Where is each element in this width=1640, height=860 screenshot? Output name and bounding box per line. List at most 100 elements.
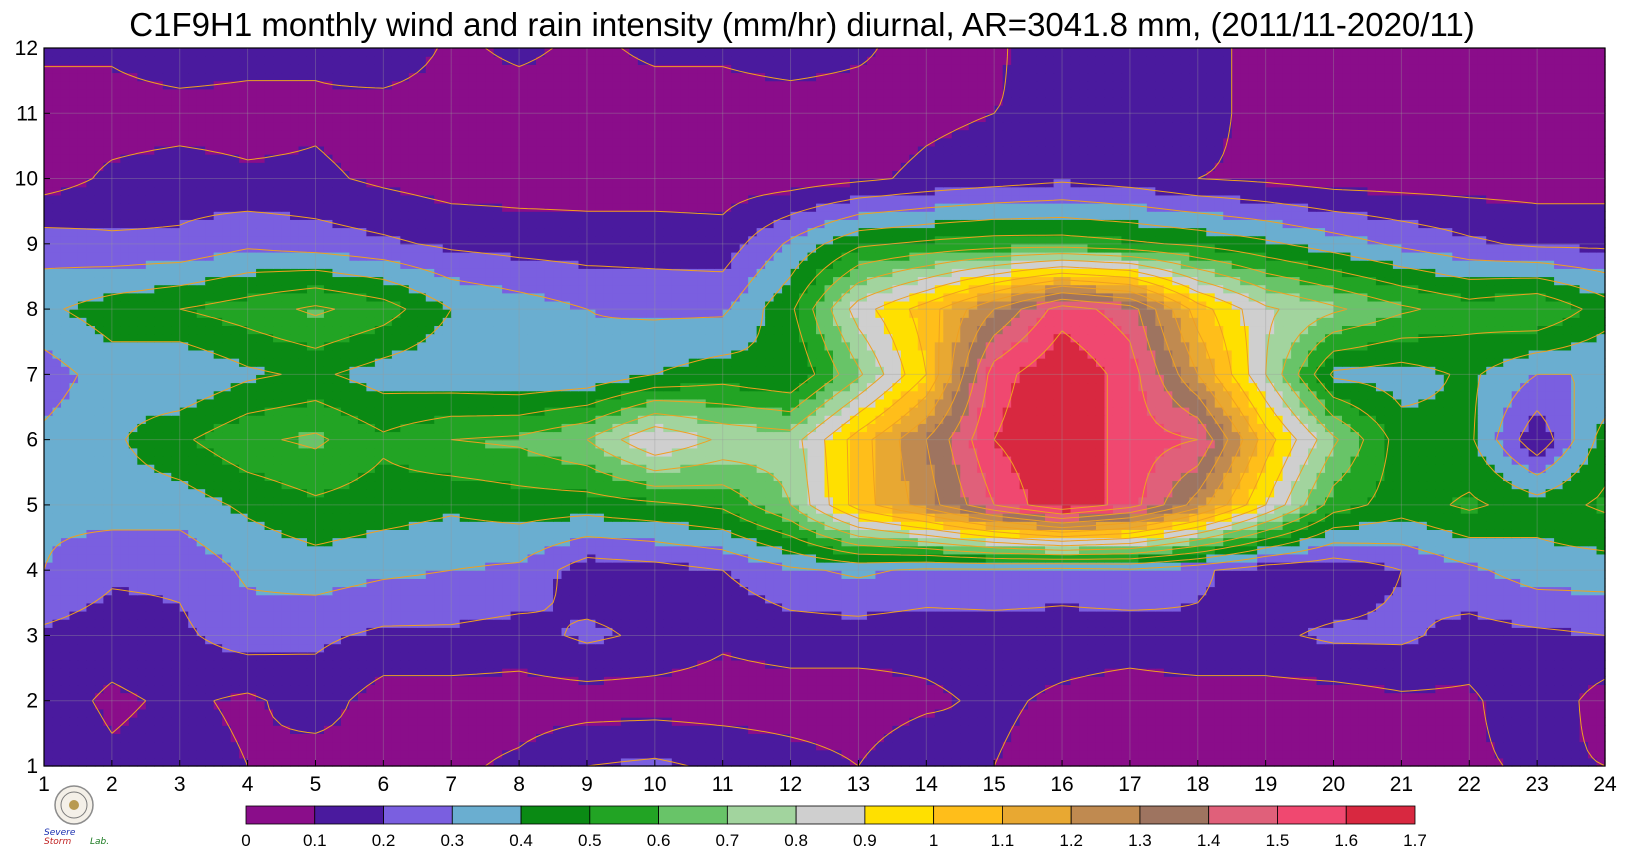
heatmap-cell [120, 553, 130, 563]
heatmap-cell [281, 733, 291, 743]
heatmap-cell [1045, 570, 1055, 579]
heatmap-cell [179, 757, 189, 767]
heatmap-cell [1155, 676, 1165, 686]
heatmap-cell [1180, 692, 1190, 702]
heatmap-cell [77, 684, 88, 694]
heatmap-cell [1079, 692, 1089, 702]
heatmap-cell [1138, 610, 1148, 620]
heatmap-cell [1274, 741, 1284, 751]
heatmap-cell [213, 749, 223, 759]
heatmap-cell [179, 627, 189, 637]
heatmap-cell [1112, 627, 1123, 637]
heatmap-cell [1248, 643, 1258, 653]
heatmap-cell [1172, 578, 1182, 588]
heatmap-cell [1189, 643, 1199, 653]
heatmap-cell [697, 586, 707, 596]
heatmap-cell [1248, 635, 1258, 645]
heatmap-cell [1520, 733, 1530, 743]
heatmap-cell [1409, 627, 1419, 637]
heatmap-cell [951, 676, 961, 686]
heatmap-cell [544, 627, 554, 637]
heatmap-cell [69, 668, 79, 677]
heatmap-cell [1418, 562, 1428, 571]
heatmap-cell [586, 757, 597, 767]
heatmap-cell [1189, 602, 1199, 612]
heatmap-cell [273, 643, 283, 653]
heatmap-cell [748, 602, 758, 612]
heatmap-cell [247, 741, 257, 751]
heatmap-cell [1129, 708, 1139, 718]
heatmap-cell [841, 749, 851, 759]
heatmap-cell [1562, 708, 1572, 718]
heatmap-cell [1528, 692, 1538, 702]
heatmap-cell [357, 692, 367, 702]
heatmap-cell [1554, 610, 1564, 620]
heatmap-cell [502, 676, 512, 686]
heatmap-cell [1545, 578, 1555, 588]
heatmap-cell [866, 700, 876, 710]
heatmap-cell [52, 578, 62, 588]
heatmap-cell [1384, 578, 1394, 588]
heatmap-cell [1392, 594, 1402, 604]
heatmap-cell [1316, 578, 1326, 588]
heatmap-cell [1460, 594, 1470, 604]
heatmap-cell [1274, 700, 1284, 710]
heatmap-cell [179, 635, 189, 645]
heatmap-cell [782, 635, 792, 645]
heatmap-cell [960, 627, 970, 637]
heatmap-cell [103, 545, 113, 555]
heatmap-cell [883, 635, 893, 645]
heatmap-cell [569, 684, 580, 694]
heatmap-cell [994, 749, 1004, 759]
heatmap-cell [629, 733, 639, 743]
heatmap-cell [459, 741, 469, 751]
heatmap-cell [1503, 684, 1513, 694]
heatmap-cell [222, 741, 232, 751]
heatmap-cell [1537, 594, 1547, 604]
heatmap-cell [816, 708, 826, 718]
heatmap-cell [1129, 578, 1139, 588]
heatmap-cell [222, 602, 232, 612]
heatmap-cell [1282, 757, 1292, 767]
heatmap-cell [900, 700, 910, 710]
heatmap-cell [1579, 562, 1589, 571]
heatmap-cell [824, 659, 834, 669]
heatmap-cell [807, 741, 817, 751]
heatmap-cell [926, 562, 936, 571]
heatmap-cell [349, 553, 359, 563]
heatmap-cell [1146, 602, 1156, 612]
heatmap-cell [1452, 570, 1462, 579]
heatmap-cell [654, 562, 664, 571]
heatmap-cell [1486, 659, 1496, 669]
heatmap-cell [629, 602, 639, 612]
heatmap-cell [1418, 668, 1428, 677]
heatmap-cell [1265, 570, 1275, 579]
heatmap-cell [561, 684, 571, 694]
heatmap-cell [213, 619, 223, 628]
heatmap-cell [773, 635, 783, 645]
heatmap-cell [1333, 757, 1343, 767]
heatmap-cell [1511, 676, 1521, 686]
heatmap-cell [807, 610, 817, 620]
heatmap-cell [943, 717, 953, 726]
heatmap-cell [1588, 578, 1598, 588]
heatmap-cell [1596, 562, 1606, 571]
heatmap-cell [714, 570, 724, 579]
heatmap-cell [493, 708, 503, 718]
heatmap-cell [1460, 635, 1470, 645]
heatmap-cell [1248, 668, 1258, 677]
heatmap-cell [1257, 553, 1267, 563]
heatmap-cell [1121, 578, 1131, 588]
heatmap-cell [239, 643, 249, 653]
heatmap-cell [1045, 610, 1055, 620]
heatmap-cell [1545, 570, 1555, 579]
heatmap-cell [340, 635, 351, 645]
heatmap-cell [875, 578, 885, 588]
heatmap-cell [612, 700, 622, 710]
heatmap-cell [145, 684, 155, 694]
heatmap-cell [824, 562, 834, 571]
heatmap-cell [1163, 684, 1173, 694]
heatmap-cell [1223, 749, 1233, 759]
heatmap-cell [315, 586, 325, 596]
heatmap-cell [977, 717, 987, 726]
